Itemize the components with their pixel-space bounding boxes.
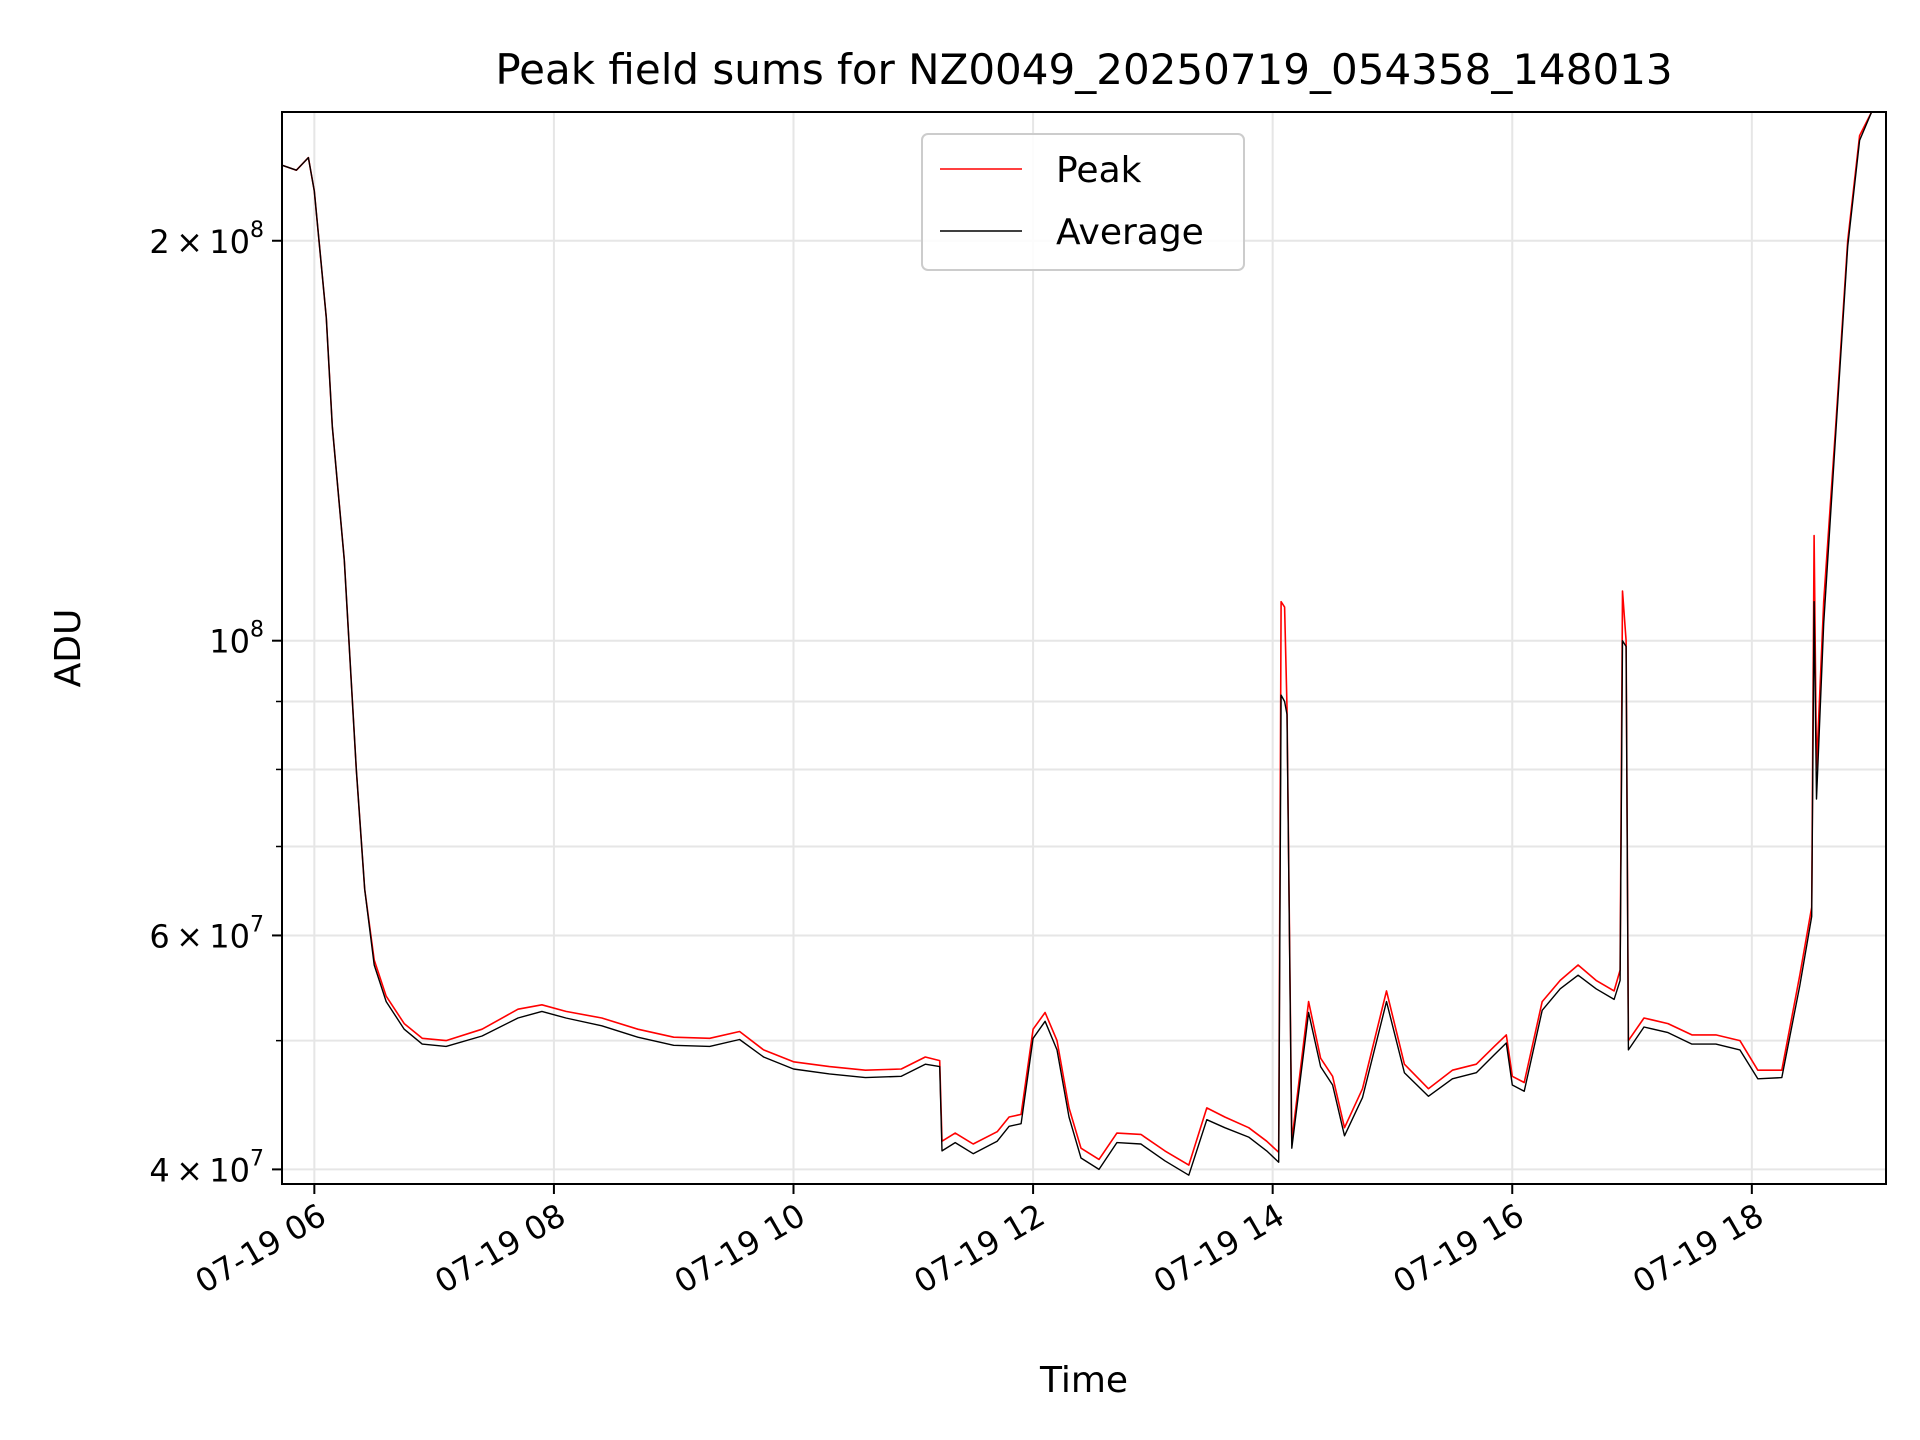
grid [282, 112, 1886, 1184]
x-axis: 07-19 06 07-19 08 07-19 10 07-19 12 07-19 14… [189, 1184, 1770, 1301]
y-axis-label: ADU [48, 609, 89, 688]
legend-label-peak: Peak [1056, 150, 1142, 191]
x-tick-label: 07-19 10 [668, 1196, 812, 1301]
y-tick-label: 4 × 107 [149, 1146, 264, 1189]
x-tick-label: 07-19 16 [1387, 1196, 1531, 1301]
legend-box [921, 133, 1245, 271]
y-tick-label: 6 × 107 [149, 912, 264, 955]
y-axis: 4 × 107 6 × 107 108 2 × 108 [149, 218, 282, 1189]
legend-label-average: Average [1056, 212, 1204, 253]
series-line-average [282, 112, 1873, 1176]
legend: Peak Average [921, 133, 1245, 271]
x-tick-label: 07-19 18 [1626, 1196, 1770, 1301]
plot-frame [281, 111, 1887, 1185]
y-tick-label: 2 × 108 [149, 218, 264, 261]
x-tick-label: 07-19 06 [189, 1196, 333, 1301]
x-tick-label: 07-19 08 [428, 1196, 572, 1301]
x-tick-label: 07-19 14 [1147, 1196, 1291, 1301]
chart-title: Peak field sums for NZ0049_20250719_0543… [495, 45, 1672, 94]
series-line-peak [282, 112, 1873, 1166]
y-tick-label: 108 [209, 618, 264, 661]
x-tick-label: 07-19 12 [907, 1196, 1051, 1301]
series-layer [282, 112, 1873, 1176]
x-axis-label: Time [1039, 1360, 1128, 1401]
